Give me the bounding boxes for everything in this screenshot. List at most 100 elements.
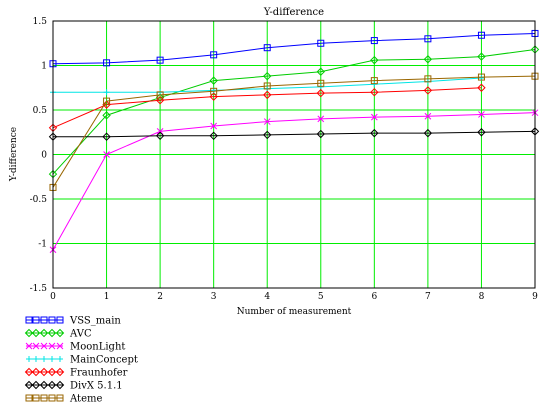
- y-tick-label: 1: [41, 62, 47, 72]
- data-point: [423, 86, 433, 95]
- data-point: [423, 55, 433, 64]
- legend-marker: [56, 342, 64, 350]
- data-point: [424, 35, 432, 43]
- data-point: [209, 92, 218, 101]
- legend: VSS_main AVC MoonLight MainConcept Fraunhofe…: [24, 316, 138, 405]
- legend-marker: [40, 316, 48, 324]
- data-point: [478, 111, 485, 118]
- series-group: [48, 29, 540, 254]
- x-tick-label: 6: [371, 292, 377, 302]
- data-point: [316, 67, 325, 76]
- legend-item: DivX 5.1.1: [24, 380, 123, 392]
- legend-marker: [25, 342, 33, 350]
- y-tick-label: -1.5: [30, 284, 48, 294]
- y-tick-label: 0.5: [33, 106, 48, 116]
- data-point: [317, 79, 325, 87]
- data-point: [210, 51, 218, 59]
- legend-marker: [55, 380, 65, 390]
- legend-marker: [31, 328, 41, 338]
- data-point: [209, 76, 218, 85]
- legend-label: MainConcept: [70, 355, 138, 366]
- data-point: [370, 55, 379, 65]
- legend-marker: [31, 380, 41, 390]
- legend-marker: [32, 342, 40, 350]
- legend-marker: [24, 367, 34, 377]
- data-point: [209, 131, 218, 141]
- legend-marker: [25, 316, 33, 324]
- x-tick-label: 3: [211, 292, 217, 302]
- x-tick-label: 7: [425, 292, 431, 302]
- data-point: [103, 59, 111, 67]
- legend-marker: [55, 328, 65, 338]
- legend-marker: [48, 394, 56, 402]
- x-tick-labels: 0 1 2 3 4 5 6 7 8 9: [50, 292, 538, 302]
- series-divx-5-1-1: [48, 127, 540, 141]
- legend-marker: [25, 394, 33, 402]
- x-tick-label: 4: [264, 292, 270, 302]
- legend-marker: [49, 356, 55, 362]
- data-point: [477, 52, 486, 61]
- data-point: [156, 128, 164, 135]
- data-point: [316, 129, 325, 139]
- data-point: [103, 97, 111, 105]
- legend-label: DivX 5.1.1: [70, 381, 123, 392]
- data-point: [477, 31, 485, 39]
- data-point: [210, 87, 218, 95]
- legend-marker: [39, 328, 49, 338]
- y-tick-label: -1: [38, 240, 47, 250]
- data-point: [317, 83, 324, 90]
- legend-marker: [24, 328, 34, 338]
- data-point: [263, 44, 271, 52]
- x-axis-label: Number of measurement: [237, 307, 352, 317]
- legend-item: Ateme: [25, 394, 102, 405]
- legend-marker: [26, 356, 32, 362]
- data-point: [316, 88, 325, 98]
- data-point: [263, 130, 272, 140]
- data-point: [477, 83, 486, 92]
- data-point: [210, 122, 218, 130]
- data-point: [263, 71, 272, 81]
- legend-marker: [47, 328, 57, 338]
- data-point: [317, 115, 325, 123]
- y-tick-label: 1.5: [33, 17, 48, 27]
- y-tick-labels: 1.5 1 0.5 0 -0.5 -1 -1.5: [30, 17, 48, 294]
- data-point: [263, 90, 272, 100]
- data-point: [155, 93, 165, 102]
- data-point: [370, 87, 379, 97]
- data-point: [371, 81, 378, 88]
- series-vss-main: [49, 29, 539, 68]
- legend-marker: [56, 316, 64, 324]
- series-line: [52, 32, 536, 65]
- series-line: [52, 75, 536, 188]
- series-fraunhofer: [48, 83, 486, 133]
- data-point: [370, 37, 378, 45]
- legend-marker: [55, 367, 65, 377]
- legend-marker: [41, 356, 47, 362]
- plot-frame: [52, 20, 536, 289]
- data-point: [370, 77, 378, 85]
- grid: [52, 20, 536, 289]
- data-point: [477, 128, 486, 137]
- data-point: [370, 113, 378, 121]
- data-point: [155, 131, 165, 141]
- legend-marker: [47, 380, 57, 390]
- legend-marker: [40, 394, 48, 402]
- series-moonlight: [49, 109, 539, 254]
- series-line: [52, 87, 482, 129]
- data-point: [102, 111, 111, 120]
- legend-label: Ateme: [69, 394, 102, 405]
- legend-marker: [24, 380, 34, 390]
- data-point: [156, 56, 164, 64]
- series-line: [53, 130, 536, 138]
- data-point: [155, 96, 165, 105]
- data-point: [423, 128, 433, 138]
- x-tick-label: 9: [532, 292, 538, 302]
- legend-marker: [40, 342, 48, 350]
- legend-item: MainConcept: [26, 355, 138, 366]
- legend-item: AVC: [24, 328, 92, 340]
- data-point: [156, 91, 164, 99]
- data-point: [263, 118, 271, 125]
- legend-marker: [31, 367, 41, 377]
- x-tick-label: 5: [318, 292, 324, 302]
